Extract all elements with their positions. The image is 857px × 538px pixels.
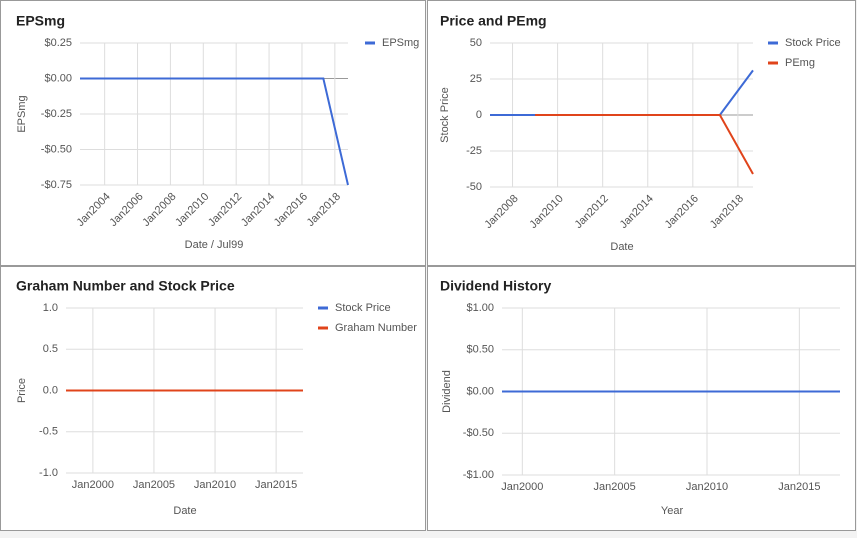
panel	[427, 266, 856, 531]
y-tick-label: 50	[470, 37, 482, 49]
y-tick-label: -50	[466, 181, 482, 193]
y-tick-label: -1.0	[39, 467, 58, 479]
y-tick-label: -25	[466, 145, 482, 157]
x-tick-label: Jan2015	[255, 479, 297, 491]
y-tick-label: -$0.50	[41, 143, 72, 155]
x-axis-label: Year	[661, 505, 684, 517]
x-tick-label: Jan2005	[594, 481, 636, 493]
y-tick-label: -0.5	[39, 426, 58, 438]
data-line	[80, 77, 349, 186]
y-tick-label: $0.00	[44, 72, 72, 84]
x-tick-label: Jan2000	[72, 479, 114, 491]
chart-title: EPSmg	[16, 13, 65, 29]
y-tick-label: 1.0	[43, 302, 58, 314]
x-tick-label: Jan2000	[501, 481, 543, 493]
y-tick-label: 25	[470, 73, 482, 85]
y-axis-label: EPSmg	[16, 95, 28, 132]
data-line	[535, 114, 754, 175]
y-tick-label: -$1.00	[463, 469, 494, 481]
y-axis-label: Stock Price	[439, 87, 451, 143]
legend-label: Stock Price	[785, 37, 841, 49]
y-tick-label: 0.0	[43, 384, 58, 396]
y-tick-label: $0.25	[44, 37, 72, 49]
x-tick-label: Jan2010	[194, 479, 236, 491]
y-tick-label: -$0.25	[41, 108, 72, 120]
chart-title: Price and PEmg	[440, 13, 547, 29]
legend-label: EPSmg	[382, 37, 419, 49]
y-tick-label: -$0.50	[463, 427, 494, 439]
chart-title: Graham Number and Stock Price	[16, 278, 235, 294]
legend-label: Stock Price	[335, 302, 391, 314]
y-tick-label: $0.00	[466, 385, 494, 397]
x-tick-label: Jan2005	[133, 479, 175, 491]
y-tick-label: -$0.75	[41, 179, 72, 191]
y-axis-label: Dividend	[441, 370, 453, 413]
x-tick-label: Jan2015	[778, 481, 820, 493]
x-axis-label: Date	[610, 241, 633, 253]
x-tick-label: Jan2010	[686, 481, 728, 493]
x-axis-label: Date	[173, 505, 196, 517]
legend-label: Graham Number	[335, 322, 417, 334]
y-tick-label: 0.5	[43, 343, 58, 355]
y-tick-label: $1.00	[466, 302, 494, 314]
panel	[0, 0, 426, 266]
panel	[0, 266, 426, 531]
y-tick-label: $0.50	[466, 344, 494, 356]
y-tick-label: 0	[476, 109, 482, 121]
x-axis-label: Date / Jul99	[185, 239, 244, 251]
chart-title: Dividend History	[440, 278, 551, 294]
panel	[427, 0, 856, 266]
y-axis-label: Price	[16, 378, 28, 403]
legend-label: PEmg	[785, 57, 815, 69]
